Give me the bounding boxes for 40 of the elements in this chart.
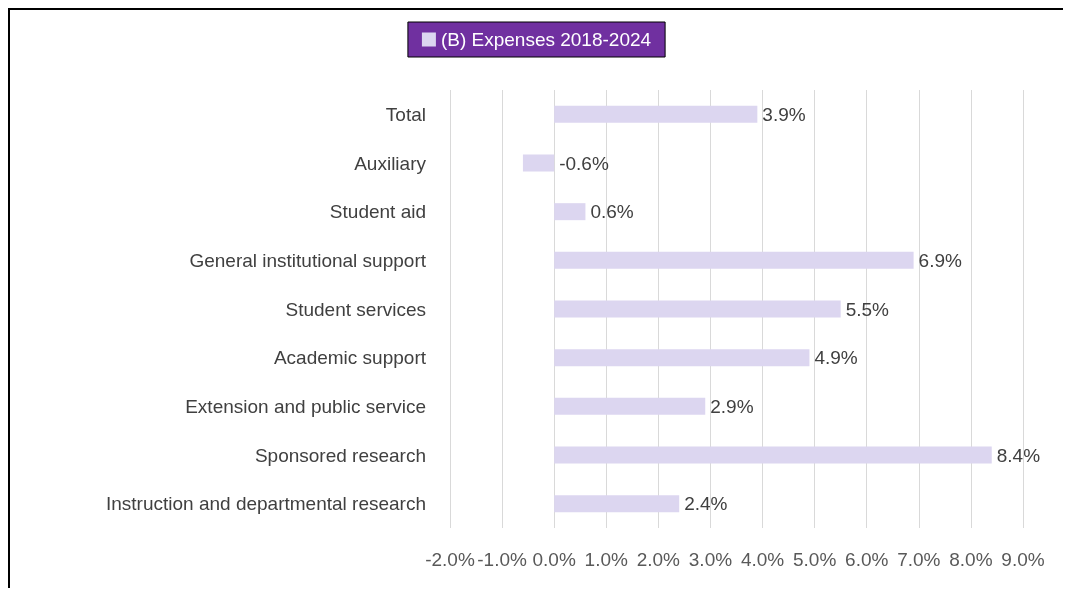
data-label: 3.9%	[762, 103, 806, 125]
bar	[554, 349, 810, 367]
data-label: 6.9%	[918, 249, 963, 271]
bar	[554, 495, 680, 513]
data-label: 2.9%	[710, 395, 754, 417]
data-label: 0.6%	[590, 201, 634, 223]
x-tick-label: 1.0%	[584, 549, 629, 570]
data-label: 5.5%	[845, 298, 890, 320]
x-tick-label: 0.0%	[532, 549, 576, 570]
data-label: 2.4%	[684, 493, 728, 515]
y-tick-label: Student services	[285, 298, 426, 320]
x-tick-label: 5.0%	[792, 549, 837, 570]
y-tick-label: Academic support	[273, 347, 427, 369]
bar	[522, 154, 555, 172]
x-tick-label: -1.0%	[477, 549, 528, 570]
x-tick-label: 6.0%	[845, 549, 889, 570]
data-label: 8.4%	[996, 444, 1041, 466]
x-tick-label: 3.0%	[688, 549, 733, 570]
x-tick-label: 8.0%	[949, 549, 993, 570]
data-label: -0.6%	[559, 152, 609, 174]
x-tick-label: 4.0%	[740, 549, 785, 570]
x-tick-label: 7.0%	[897, 549, 941, 570]
x-tick-label: 9.0%	[1001, 549, 1045, 570]
y-tick-label: Total	[385, 103, 426, 125]
data-label: 4.9%	[814, 347, 858, 369]
y-tick-label: General institutional support	[189, 249, 427, 271]
y-tick-label: Sponsored research	[254, 444, 426, 466]
y-tick-label: Extension and public service	[185, 395, 426, 417]
bar	[554, 203, 586, 221]
bar	[554, 105, 758, 123]
bar	[554, 446, 992, 464]
legend-label: (B) Expenses 2018-2024	[440, 29, 652, 50]
y-tick-label: Auxiliary	[354, 152, 427, 174]
y-tick-label: Instruction and departmental research	[105, 493, 426, 515]
x-tick-label: 2.0%	[636, 549, 681, 570]
bar	[554, 251, 914, 269]
y-tick-label: Student aid	[329, 201, 426, 223]
bar	[554, 300, 841, 318]
x-tick-label: -2.0%	[425, 549, 475, 570]
bar	[554, 397, 706, 415]
